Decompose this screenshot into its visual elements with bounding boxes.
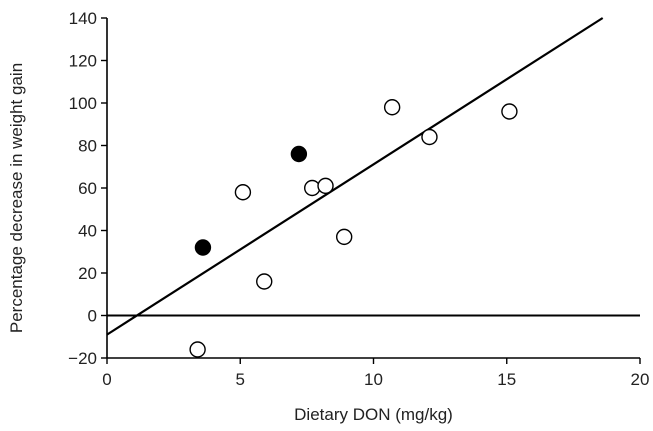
x-tick-label: 10 xyxy=(364,370,383,389)
open-data-point xyxy=(317,177,334,195)
y-tick-label: 80 xyxy=(78,137,97,156)
y-axis-title: Percentage decrease in weight gain xyxy=(7,63,26,333)
open-data-point xyxy=(383,99,401,116)
open-data-point xyxy=(501,103,518,120)
x-tick-label: 20 xyxy=(631,370,650,389)
x-tick-label: 5 xyxy=(236,370,245,389)
y-tick-label: 120 xyxy=(69,52,97,71)
x-tick-label: 0 xyxy=(102,370,111,389)
open-data-point xyxy=(335,228,353,246)
x-axis-title: Dietary DON (mg/kg) xyxy=(294,405,453,424)
y-tick-label: 140 xyxy=(69,9,97,28)
open-data-point xyxy=(234,184,252,201)
data-points xyxy=(189,99,518,358)
x-tick-label: 15 xyxy=(497,370,516,389)
filled-data-point xyxy=(194,239,212,256)
y-tick-label: 60 xyxy=(78,179,97,198)
open-data-point xyxy=(189,341,206,358)
y-tick-label: 20 xyxy=(78,264,97,283)
y-axis-ticks: −20 0 20 40 60 80 100 120 140 xyxy=(68,9,107,368)
regression-line xyxy=(106,17,604,336)
open-data-point xyxy=(256,273,273,290)
y-tick-label: 0 xyxy=(88,307,97,326)
y-tick-label: 100 xyxy=(69,94,97,113)
open-data-point xyxy=(304,179,321,197)
x-axis-ticks: 0 5 10 15 20 xyxy=(102,358,649,389)
y-tick-label: 40 xyxy=(78,222,97,241)
open-data-point xyxy=(421,128,438,146)
y-tick-label: −20 xyxy=(68,349,97,368)
filled-data-point xyxy=(290,145,308,163)
